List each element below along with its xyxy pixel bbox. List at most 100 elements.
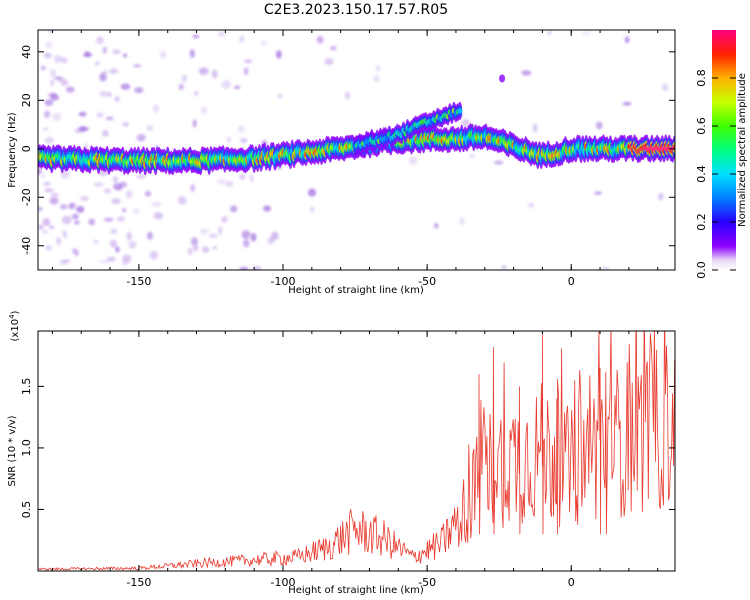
spectrogram-noise-blob	[160, 51, 167, 59]
spectrogram-noise-blob	[49, 79, 55, 87]
spectrogram-noise-blob	[226, 136, 232, 143]
spectrogram-noise-blob	[93, 239, 99, 244]
spectrogram-noise-blob	[93, 182, 104, 187]
spectrogram-noise-blob	[192, 243, 199, 252]
snr-y-label: SNR (10 * v/v)	[7, 415, 18, 486]
spectrogram-spot	[499, 74, 506, 83]
spectrogram-noise-blob	[239, 138, 248, 143]
spectrogram-noise-blob	[101, 129, 110, 137]
spectrogram-noise-blob	[267, 236, 275, 245]
colorbar-tick-label: 0.2	[695, 213, 708, 231]
spectrogram-noise-blob	[149, 250, 159, 260]
spectrogram-noise-blob	[187, 247, 193, 256]
spectrogram-noise-blob	[132, 64, 142, 68]
snr-y-tick-label: 1.5	[20, 378, 33, 396]
spectrogram-noise-blob	[192, 119, 197, 128]
snr-y-tick-label: 0.5	[20, 501, 33, 519]
spectrogram-noise-blob	[56, 239, 61, 243]
spectrogram-noise-blob	[178, 83, 185, 91]
spectrogram-noise-blob	[190, 237, 199, 246]
spectrogram-noise-blob	[136, 174, 146, 179]
spectrogram-y-tick-label: 40	[20, 45, 33, 59]
spectrogram-noise-blob	[237, 125, 246, 133]
spectrogram-noise-blob	[43, 181, 51, 187]
colorbar-tick-label: 0.0	[695, 261, 708, 279]
spectrogram-noise-blob	[494, 160, 504, 165]
spectrogram-noise-blob	[307, 188, 317, 197]
spectrogram-noise-blob	[528, 202, 534, 208]
spectrogram-noise-blob	[309, 206, 315, 214]
spectrogram-noise-blob	[40, 65, 47, 71]
spectrogram-noise-blob	[144, 190, 152, 197]
spectrogram-noise-blob	[181, 74, 188, 83]
spectrogram-noise-blob	[244, 59, 252, 63]
spectrogram-noise-blob	[547, 30, 552, 35]
spectrogram-noise-blob	[316, 35, 324, 44]
spectrogram-noise-blob	[434, 222, 439, 229]
spectrogram-noise-blob	[532, 123, 538, 133]
spectrogram-noise-blob	[239, 35, 245, 43]
spectrogram-noise-blob	[581, 31, 591, 36]
spectrogram-heatmap	[38, 30, 675, 270]
spectrogram-noise-blob	[189, 49, 195, 59]
spectrogram-noise-blob	[208, 233, 218, 238]
spectrogram-noise-blob	[105, 116, 114, 121]
snr-x-label: Height of straight line (km)	[288, 585, 424, 596]
spectrogram-noise-blob	[125, 190, 133, 199]
colorbar: 0.0 0.2 0.4 0.6 0.8 Normalized spectral ampl…	[695, 30, 748, 279]
spectrogram-noise-blob	[136, 133, 146, 142]
spectrogram-noise-blob	[230, 205, 238, 213]
spectrogram-noise-blob	[96, 112, 104, 118]
spectrogram-noise-blob	[249, 173, 254, 183]
spectrogram-noise-blob	[82, 52, 93, 58]
spectrogram-noise-blob	[211, 69, 218, 79]
spectrogram-noise-blob	[126, 231, 132, 241]
spectrogram-noise-blob	[115, 246, 120, 253]
spectrogram-noise-blob	[376, 65, 381, 72]
spectrogram-noise-blob	[43, 110, 51, 119]
spectrogram-noise-blob	[216, 178, 227, 185]
spectrogram-noise-blob	[459, 217, 466, 226]
spectrogram-y-tick-label: -40	[20, 237, 33, 255]
snr-multiplier: (x104)	[8, 310, 21, 341]
spectrogram-noise-blob	[102, 46, 107, 54]
spectrogram-noise-blob	[53, 54, 63, 64]
snr-plot: -150 -100 -50 0 0.5 1.0 1.5 Height of straight…	[7, 310, 676, 596]
spectrogram-noise-blob	[324, 58, 334, 66]
spectrogram-noise-blob	[275, 50, 282, 59]
spectrogram-noise-blob	[239, 266, 249, 270]
spectrogram-noise-blob	[78, 126, 88, 132]
spectrogram-noise-blob	[501, 265, 507, 269]
spectrogram-noise-blob	[225, 180, 234, 187]
spectrogram-noise-blob	[122, 254, 132, 264]
spectrogram-noise-blob	[110, 228, 118, 235]
spectrogram-noise-blob	[622, 101, 632, 106]
spectrogram-noise-blob	[200, 106, 208, 115]
spectrogram-noise-blob	[48, 92, 58, 98]
spectrogram-noise-blob	[45, 245, 52, 251]
spectrogram-noise-blob	[94, 61, 100, 66]
snr-frame	[37, 330, 676, 572]
spectrogram-noise-blob	[263, 205, 272, 212]
spectrogram-y-tick-label: -20	[20, 188, 33, 206]
spectrogram-noise-blob	[261, 40, 266, 47]
snr-x-tick-label: 0	[568, 576, 575, 589]
spectrogram-noise-blob	[212, 246, 218, 250]
spectrogram-plot: -150 -100 -50 0 -40 -20 0 20 40 Height of straig…	[7, 29, 676, 296]
spectrogram-noise-blob	[250, 232, 257, 242]
spectrogram-noise-blob	[112, 49, 121, 55]
spectrogram-noise-blob	[44, 188, 54, 193]
spectrogram-noise-blob	[112, 182, 123, 191]
spectrogram-noise-blob	[103, 217, 114, 222]
spectrogram-noise-blob	[42, 218, 51, 227]
spectrogram-noise-blob	[42, 127, 49, 131]
spectrogram-ridge-upper	[457, 107, 463, 114]
spectrogram-noise-blob	[65, 86, 75, 93]
colorbar-tick-label: 0.4	[695, 165, 708, 183]
spectrogram-noise-blob	[49, 69, 57, 78]
spectrogram-noise-blob	[52, 112, 62, 122]
spectrogram-noise-blob	[190, 184, 196, 192]
spectrogram-noise-blob	[44, 99, 54, 107]
spectrogram-x-tick-label: -50	[418, 275, 436, 288]
spectrogram-noise-blob	[277, 94, 283, 98]
